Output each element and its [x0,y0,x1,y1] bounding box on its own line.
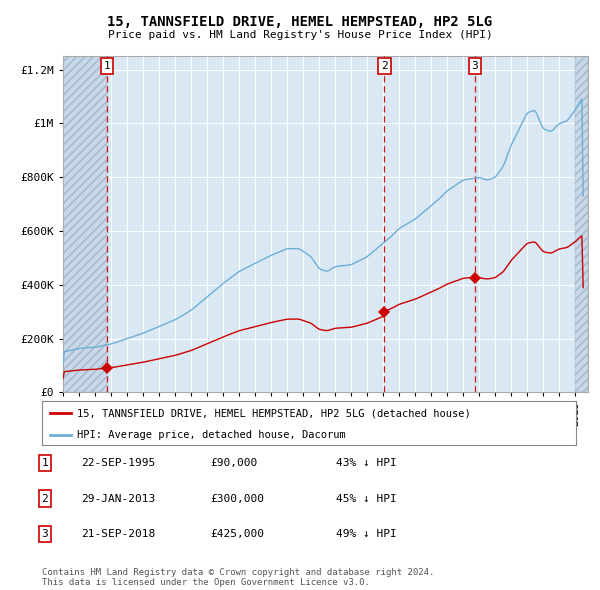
Text: £300,000: £300,000 [210,494,264,503]
Text: 3: 3 [472,61,478,71]
Text: 2: 2 [381,61,388,71]
Text: Price paid vs. HM Land Registry's House Price Index (HPI): Price paid vs. HM Land Registry's House … [107,30,493,40]
Text: Contains HM Land Registry data © Crown copyright and database right 2024.
This d: Contains HM Land Registry data © Crown c… [42,568,434,587]
Text: 22-SEP-1995: 22-SEP-1995 [81,458,155,468]
Text: 1: 1 [41,458,49,468]
Text: 15, TANNSFIELD DRIVE, HEMEL HEMPSTEAD, HP2 5LG: 15, TANNSFIELD DRIVE, HEMEL HEMPSTEAD, H… [107,15,493,29]
Bar [63,56,107,392]
Text: HPI: Average price, detached house, Dacorum: HPI: Average price, detached house, Daco… [77,430,346,440]
Text: £425,000: £425,000 [210,529,264,539]
Text: 49% ↓ HPI: 49% ↓ HPI [336,529,397,539]
Text: 43% ↓ HPI: 43% ↓ HPI [336,458,397,468]
Bar [575,56,588,392]
Text: 2: 2 [41,494,49,503]
Text: 29-JAN-2013: 29-JAN-2013 [81,494,155,503]
Text: 21-SEP-2018: 21-SEP-2018 [81,529,155,539]
Text: 1: 1 [103,61,110,71]
Text: 3: 3 [41,529,49,539]
Text: 15, TANNSFIELD DRIVE, HEMEL HEMPSTEAD, HP2 5LG (detached house): 15, TANNSFIELD DRIVE, HEMEL HEMPSTEAD, H… [77,408,470,418]
Text: 45% ↓ HPI: 45% ↓ HPI [336,494,397,503]
Text: £90,000: £90,000 [210,458,257,468]
